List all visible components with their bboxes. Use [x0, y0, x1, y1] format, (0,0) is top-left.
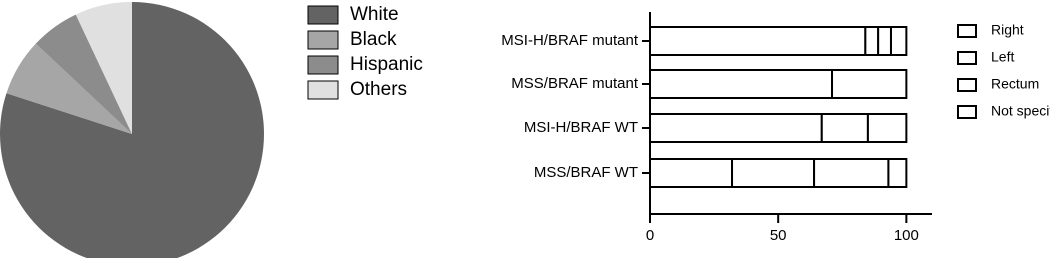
legend-swatch [307, 80, 339, 100]
legend-swatch [957, 51, 977, 65]
bar-segment [889, 26, 908, 56]
pie-slice [0, 2, 264, 258]
legend-swatch [307, 30, 339, 50]
bar-segment [649, 69, 834, 99]
bar-segment [649, 113, 823, 143]
bar-segment [864, 26, 880, 56]
y-tick-label: MSI-H/BRAF WT [524, 119, 638, 136]
x-tick-label: 100 [894, 227, 919, 244]
bar-segment [877, 26, 892, 56]
bar-segment [731, 158, 816, 188]
y-tick-label: MSS/BRAF mutant [511, 75, 639, 92]
legend-swatch [957, 78, 977, 92]
legend-label: White [350, 4, 399, 25]
legend-label: Not specified [991, 103, 1050, 119]
pie-slice [6, 43, 132, 134]
legend-swatch [957, 105, 977, 119]
pie-slice [35, 14, 133, 135]
y-tick-label: MSI-H/BRAF mutant [501, 32, 639, 49]
bar-segment [831, 69, 908, 99]
bar-segment [649, 26, 867, 56]
legend-label: Right [991, 22, 1024, 38]
bar-segment [866, 113, 908, 143]
legend-label: Left [991, 49, 1014, 65]
bar-segment [813, 158, 890, 188]
legend-swatch [307, 5, 339, 25]
legend-label: Hispanic [350, 54, 423, 75]
x-tick-label: 50 [770, 227, 787, 244]
bar-segment [649, 158, 734, 188]
legend-label: Black [350, 29, 397, 50]
legend-swatch [307, 55, 339, 75]
y-tick-label: MSS/BRAF WT [534, 164, 638, 181]
legend-label: Rectum [991, 76, 1039, 92]
x-tick-label: 0 [646, 227, 654, 244]
legend-label: Others [350, 79, 407, 100]
pie-slice [75, 2, 132, 134]
legend-swatch [957, 24, 977, 38]
bar-segment [820, 113, 869, 143]
bar-segment [887, 158, 908, 188]
